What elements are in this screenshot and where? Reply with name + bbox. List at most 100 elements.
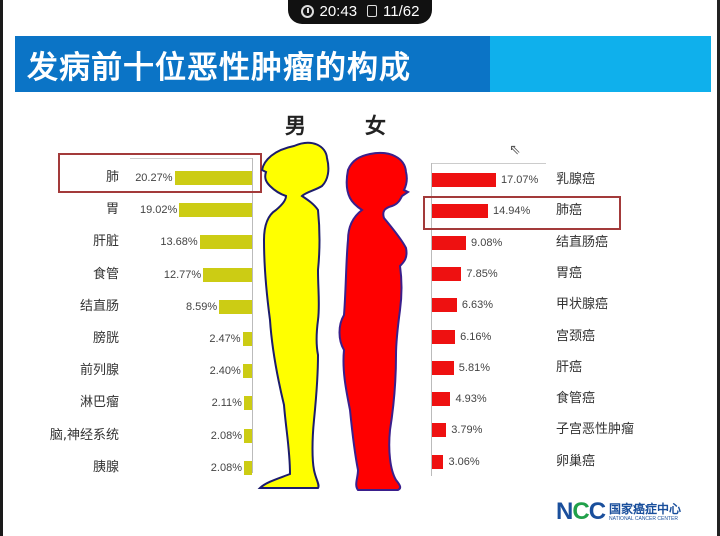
female-bar	[432, 392, 451, 407]
female-bar	[432, 204, 488, 219]
male-bar-category: 食管	[92, 266, 119, 282]
male-bar	[244, 428, 252, 443]
female-bar-value: 17.07%	[501, 174, 539, 186]
female-bar-row: 3.06% 卵巢癌	[432, 452, 662, 472]
male-lung-highlight-box	[58, 153, 262, 193]
male-chart-gridline	[130, 158, 253, 159]
male-bar-value: 2.47%	[209, 333, 241, 345]
female-bar-row: 7.85% 胃癌	[432, 264, 662, 284]
ncc-logo-name-cn: 国家癌症中心	[609, 501, 682, 516]
female-bar	[432, 235, 467, 250]
status-time: 20:43	[319, 2, 358, 20]
female-bar-row: 4.93% 食管癌	[432, 389, 662, 409]
male-bar-row: 肝脏 13.68%	[40, 232, 252, 252]
female-bar-row: 5.81% 肝癌	[432, 358, 662, 378]
female-bar-row: 3.79% 子宫恶性肿瘤	[432, 420, 662, 440]
male-bar	[219, 299, 252, 314]
male-bar-category: 脑,神经系统	[49, 427, 119, 443]
male-bar-value: 13.68%	[160, 236, 198, 249]
female-bar-row: 17.07% 乳腺癌	[432, 170, 662, 190]
female-bar-category: 子宫恶性肿瘤	[556, 422, 635, 438]
title-banner: 发病前十位恶性肿瘤的构成	[15, 36, 711, 92]
male-bar-category: 胃	[105, 202, 119, 218]
male-bar-row: 胰腺 2.08%	[40, 458, 252, 478]
female-bar	[432, 266, 462, 281]
male-bar-category: 淋巴瘤	[79, 395, 119, 411]
male-bar-row: 胃 19.02%	[40, 200, 252, 220]
female-bar-category: 卵巢癌	[556, 453, 596, 469]
female-bar	[432, 173, 496, 187]
female-bar-value: 14.94%	[493, 205, 531, 218]
ncc-logo-mark: NCC	[556, 498, 606, 525]
male-bar-row: 食管 12.77%	[40, 265, 252, 285]
male-bar	[199, 235, 252, 250]
female-bar-value: 5.81%	[458, 361, 490, 374]
female-bar-value: 9.08%	[471, 236, 503, 249]
mouse-cursor-icon: ⇖	[509, 142, 521, 158]
male-bar-value: 2.08%	[210, 429, 242, 442]
ncc-logo: NCC 国家癌症中心 NATIONAL CANCER CENTER	[556, 498, 681, 526]
female-bar	[432, 454, 444, 469]
male-bar-value: 19.02%	[139, 204, 178, 217]
page-title: 发病前十位恶性肿瘤的构成	[27, 49, 411, 86]
female-bar-category: 胃癌	[556, 265, 583, 281]
female-bar-category: 肝癌	[556, 359, 583, 375]
male-chart-axis	[252, 158, 253, 473]
male-bar-row: 淋巴瘤 2.11%	[40, 393, 252, 413]
male-bar-value: 8.59%	[185, 300, 218, 313]
female-bar	[432, 329, 456, 344]
female-bar-value: 7.85%	[466, 267, 498, 280]
male-bar-value: 2.40%	[209, 365, 241, 378]
male-bar-row: 膀胱 2.47%	[40, 329, 252, 349]
male-bar-row: 结直肠 8.59%	[40, 297, 252, 317]
window-frame-right	[717, 0, 720, 536]
female-bar-category: 结直肠癌	[556, 234, 609, 250]
female-bar	[432, 423, 447, 438]
title-banner-light	[490, 36, 711, 92]
male-bar-row: 脑,神经系统 2.08%	[40, 426, 252, 446]
female-bar-row: 14.94% 肺癌	[432, 201, 662, 221]
male-bar	[179, 203, 252, 218]
female-bar-category: 肺癌	[556, 203, 583, 219]
female-bar-value: 3.79%	[451, 424, 483, 437]
male-bar	[242, 332, 252, 346]
male-bar	[243, 396, 252, 411]
status-page: 11/62	[383, 2, 420, 20]
male-bar	[174, 171, 252, 185]
male-bar-row: 肺 20.27%	[40, 168, 252, 188]
female-bar-category: 食管癌	[556, 391, 596, 407]
male-silhouette	[257, 141, 330, 489]
male-bar-category: 肺	[105, 170, 119, 185]
male-bar	[242, 364, 252, 379]
male-bar-category: 肝脏	[92, 234, 119, 250]
female-bar-row: 6.16% 宫颈癌	[432, 327, 662, 347]
female-bar-row: 6.63% 甲状腺癌	[432, 295, 662, 315]
male-bar	[203, 267, 252, 282]
male-bar-category: 胰腺	[92, 459, 119, 475]
female-bar-value: 3.06%	[448, 455, 480, 468]
male-bar-value: 20.27%	[135, 172, 173, 184]
female-bar-value: 4.93%	[455, 393, 487, 406]
female-lung-highlight-box	[423, 196, 621, 230]
female-chart-gridline	[431, 163, 546, 164]
female-silhouette	[338, 152, 410, 491]
female-chart-axis	[431, 163, 432, 476]
female-bar-value: 6.63%	[461, 299, 494, 312]
title-banner-dark: 发病前十位恶性肿瘤的构成	[15, 36, 490, 92]
male-bar-row: 前列腺 2.40%	[40, 361, 252, 381]
ncc-logo-name-en: NATIONAL CANCER CENTER	[609, 515, 678, 522]
male-bar-category: 前列腺	[79, 363, 119, 379]
female-bar-row: 9.08% 结直肠癌	[432, 233, 662, 253]
body-silhouettes	[257, 141, 410, 491]
female-label: 女	[365, 114, 386, 138]
male-bar-value: 2.08%	[210, 461, 242, 474]
female-bar	[432, 360, 454, 375]
male-bar	[244, 460, 252, 475]
slide-status-bar: 20:43 11/62	[288, 0, 432, 24]
female-bar-category: 宫颈癌	[556, 328, 596, 344]
male-bar-category: 结直肠	[79, 298, 119, 314]
female-bar-value: 6.16%	[460, 330, 492, 343]
female-bar-category: 甲状腺癌	[556, 297, 609, 313]
page-icon	[367, 5, 378, 17]
male-bar-category: 膀胱	[92, 331, 119, 346]
